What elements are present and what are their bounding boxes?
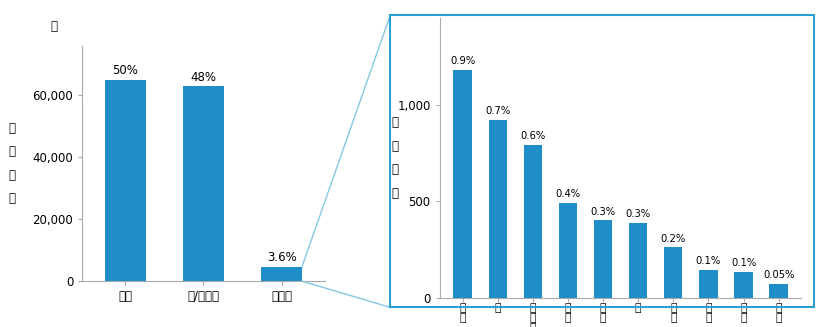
Text: 0.4%: 0.4% bbox=[556, 189, 580, 199]
Bar bbox=[105, 80, 145, 281]
Text: 回: 回 bbox=[9, 169, 16, 182]
Text: 回: 回 bbox=[391, 163, 398, 176]
Text: 3.6%: 3.6% bbox=[267, 251, 297, 264]
Text: 0.6%: 0.6% bbox=[520, 131, 546, 141]
Text: 発: 発 bbox=[391, 116, 398, 129]
Bar bbox=[594, 220, 612, 298]
Text: 0.05%: 0.05% bbox=[763, 270, 794, 280]
Text: 数: 数 bbox=[391, 187, 398, 199]
Text: 回: 回 bbox=[50, 20, 57, 33]
Text: 発: 発 bbox=[9, 122, 16, 135]
Text: 50%: 50% bbox=[113, 64, 138, 77]
Bar bbox=[664, 248, 682, 298]
Text: 0.1%: 0.1% bbox=[731, 258, 756, 268]
Bar bbox=[488, 120, 507, 298]
Text: 作: 作 bbox=[9, 145, 16, 158]
Bar bbox=[769, 284, 787, 298]
Text: 作: 作 bbox=[391, 140, 398, 152]
Text: 0.3%: 0.3% bbox=[626, 210, 651, 219]
Text: 0.7%: 0.7% bbox=[485, 106, 510, 116]
Text: 数: 数 bbox=[9, 192, 16, 205]
Bar bbox=[524, 145, 542, 298]
Text: 0.9%: 0.9% bbox=[450, 56, 475, 66]
Bar bbox=[261, 267, 302, 281]
Bar bbox=[629, 223, 647, 298]
Bar bbox=[734, 271, 753, 298]
Text: 0.2%: 0.2% bbox=[661, 233, 686, 244]
Bar bbox=[700, 269, 718, 298]
Bar bbox=[454, 70, 472, 298]
Bar bbox=[183, 86, 224, 281]
Bar bbox=[559, 203, 577, 298]
Text: 0.3%: 0.3% bbox=[590, 207, 616, 216]
Text: 48%: 48% bbox=[191, 71, 216, 84]
Text: 0.1%: 0.1% bbox=[695, 256, 721, 266]
